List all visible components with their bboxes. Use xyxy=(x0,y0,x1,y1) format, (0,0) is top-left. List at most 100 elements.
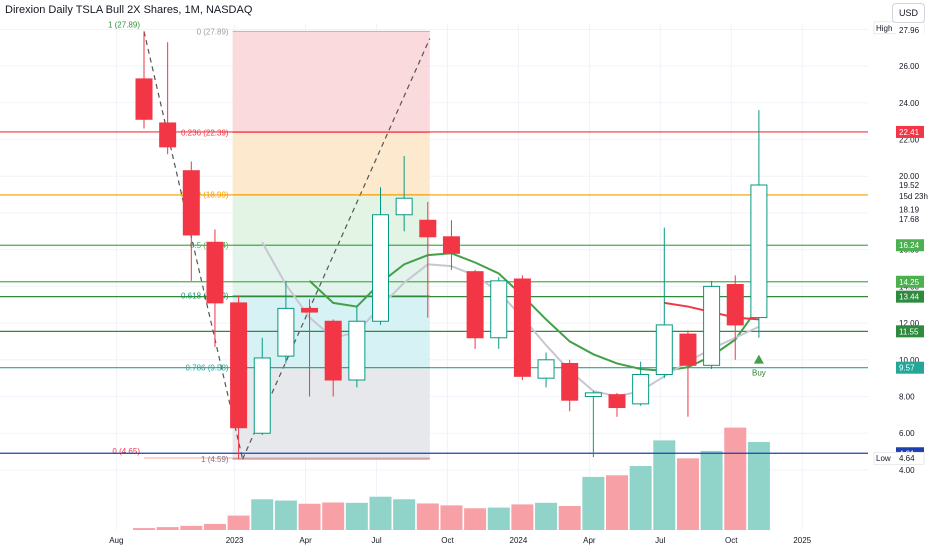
price-axis-tick-label: 20.00 xyxy=(899,172,920,181)
fib-level-label: 0 (27.89) xyxy=(197,27,229,36)
price-axis-label-value: 27.96 xyxy=(899,26,920,35)
candle-body xyxy=(466,271,484,339)
candle-body xyxy=(135,78,153,120)
volume-bar xyxy=(133,528,155,530)
candle-body xyxy=(655,324,673,375)
time-axis-label: Oct xyxy=(441,536,454,545)
moving-average-line xyxy=(261,241,760,398)
price-tag-label: 16.24 xyxy=(899,241,920,250)
candle-body xyxy=(490,280,508,339)
price-tag xyxy=(896,361,924,374)
price-axis-label-value: 19.52 xyxy=(899,181,920,190)
fib-zone xyxy=(232,31,430,133)
price-tag-label: 11.55 xyxy=(899,327,919,336)
candle-body xyxy=(324,320,342,381)
candle-body xyxy=(703,285,721,366)
volume-bar xyxy=(629,466,652,530)
candle-body xyxy=(395,197,413,216)
price-axis-label-value: 17.68 xyxy=(899,215,920,224)
candle-body xyxy=(513,278,531,377)
volume-bar xyxy=(724,427,747,530)
price-axis-label-box xyxy=(896,212,924,225)
volume-bar xyxy=(511,504,534,530)
price-tag xyxy=(896,290,924,303)
price-tag-label: 9.57 xyxy=(899,364,915,373)
volume-bar xyxy=(369,496,392,530)
volume-bar xyxy=(393,499,416,530)
candle-body xyxy=(608,394,626,409)
time-axis-label: Apr xyxy=(583,536,596,545)
candle-body xyxy=(206,241,224,304)
candle-body xyxy=(348,320,366,381)
candle-body xyxy=(561,362,579,401)
volume-bar xyxy=(298,503,321,530)
price-axis-tick-label: 6.00 xyxy=(899,429,915,438)
currency-selector[interactable]: USD xyxy=(892,3,925,23)
price-axis-tick-label: 4.00 xyxy=(899,466,915,475)
price-axis-tick-label: 24.00 xyxy=(899,99,920,108)
fibonacci-retracement: 0 (27.89)0.236 (22.39)0.382 (18.99)0.5 (… xyxy=(108,20,431,464)
price-axis-tick-label: 26.00 xyxy=(899,62,920,71)
candle-body xyxy=(632,373,650,405)
fib-level-label: 1 (4.59) xyxy=(201,455,229,464)
candle-body xyxy=(584,392,602,398)
candle-body xyxy=(419,219,437,238)
candle-body xyxy=(537,359,555,379)
candle-body xyxy=(372,214,389,322)
candle-body xyxy=(750,184,768,319)
candle-body xyxy=(301,307,319,313)
price-axis-label-box xyxy=(896,24,924,37)
volume-bar xyxy=(156,527,179,530)
price-tag-label: 14.25 xyxy=(899,278,920,287)
volume-bar xyxy=(180,525,203,530)
volume-bar xyxy=(487,507,510,530)
price-axis-label-value: 15d 23h xyxy=(899,192,928,201)
fib-anchor-low-label: 0 (4.65) xyxy=(112,447,140,456)
time-axis-label: 2024 xyxy=(510,536,528,545)
time-axis: Aug 2023 Apr Jul Oct 2024 Apr Jul Oct 2025 xyxy=(109,536,811,545)
price-axis-label-box xyxy=(896,203,924,216)
price-axis-label-value: 18.19 xyxy=(899,205,920,214)
price-axis-label-value: 4.64 xyxy=(899,454,915,463)
horizontal-lines xyxy=(0,131,868,454)
price-tag xyxy=(896,275,924,288)
price-tag-label: 13.44 xyxy=(899,293,920,302)
volume-bar xyxy=(322,502,345,530)
volume-bar xyxy=(747,442,770,530)
price-axis-tick-label: 10.00 xyxy=(899,356,920,365)
candle-body xyxy=(726,284,744,326)
price-axis-label-box xyxy=(896,179,924,192)
volume-bar xyxy=(203,523,226,530)
volume-bar xyxy=(606,475,628,530)
candle-body xyxy=(182,170,200,236)
candle-body xyxy=(159,122,177,148)
volume-bar xyxy=(558,506,581,530)
price-axis-label-box xyxy=(873,451,925,465)
volume-bar xyxy=(345,502,368,530)
price-axis-label-name: High xyxy=(876,24,892,33)
volume-bar xyxy=(582,476,605,530)
volume-bar xyxy=(653,440,676,530)
fib-zone xyxy=(232,245,430,296)
fib-level-label: 0.236 (22.39) xyxy=(181,128,229,137)
candle-body xyxy=(277,307,295,357)
volume-bar xyxy=(464,508,487,530)
fib-anchor-high-label: 1 (27.89) xyxy=(108,20,140,29)
volume-bar xyxy=(535,502,558,530)
time-axis-label: Apr xyxy=(299,536,312,545)
time-axis-label: Aug xyxy=(109,536,123,545)
volume-bar xyxy=(700,450,723,530)
volume-bar xyxy=(251,499,274,530)
volume-bars xyxy=(133,427,770,530)
price-axis[interactable]: 4.006.008.0010.0012.0014.0016.0018.0020.… xyxy=(870,0,932,550)
buy-arrow-icon xyxy=(753,354,764,364)
volume-bar xyxy=(676,458,699,530)
price-axis-tick-label: 22.00 xyxy=(899,135,920,144)
trend-line-up xyxy=(242,38,431,460)
price-axis-tick-label: 12.00 xyxy=(899,319,920,328)
volume-bar xyxy=(227,515,250,530)
candle-body xyxy=(230,302,248,429)
candle-body xyxy=(253,357,271,434)
time-axis-label: Oct xyxy=(725,536,738,545)
